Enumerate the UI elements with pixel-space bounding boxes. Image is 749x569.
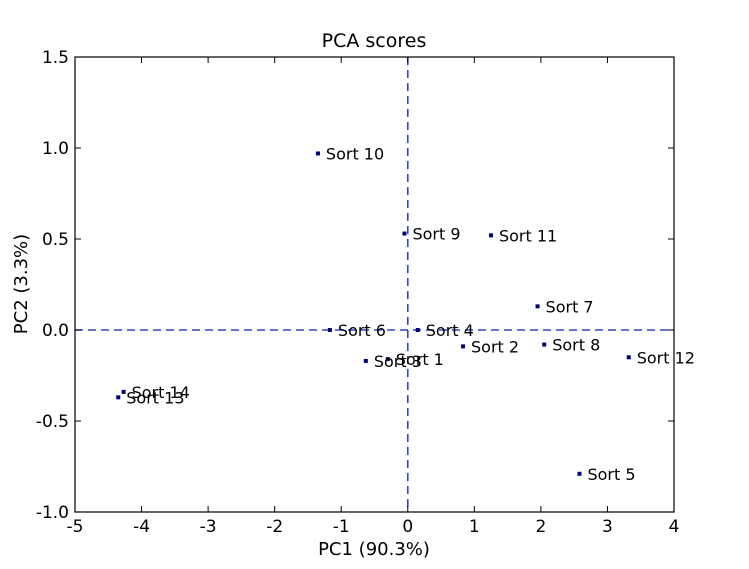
data-point bbox=[415, 328, 420, 332]
data-points bbox=[116, 151, 631, 476]
y-axis-label: PC2 (3.3%) bbox=[11, 234, 32, 334]
y-tick-label: 1.5 bbox=[42, 48, 69, 68]
data-point bbox=[402, 231, 407, 236]
x-tick-label: -1 bbox=[333, 517, 350, 537]
y-tick-label: -0.5 bbox=[36, 412, 69, 432]
data-point bbox=[116, 395, 121, 400]
data-point-label: Sort 3 bbox=[374, 352, 422, 371]
x-tick-label: -4 bbox=[133, 517, 150, 537]
data-point-label: Sort 5 bbox=[587, 465, 635, 484]
data-point bbox=[488, 233, 493, 238]
data-point bbox=[315, 151, 320, 156]
x-axis-label: PC1 (90.3%) bbox=[318, 539, 430, 560]
data-point bbox=[385, 357, 390, 362]
chart-title: PCA scores bbox=[322, 30, 427, 52]
x-tick-label: -5 bbox=[67, 517, 84, 537]
x-tick-label: 3 bbox=[602, 517, 613, 537]
reference-lines bbox=[75, 57, 674, 512]
axis-tick-labels: -5 -4 -3 -2 -1 0 1 2 3 4 -1.0 -0.5 0.0 0.5 1.0 1.5 bbox=[36, 48, 680, 537]
data-point-label: Sort 14 bbox=[132, 383, 190, 402]
x-tick-label: 0 bbox=[402, 517, 413, 537]
data-point bbox=[535, 304, 540, 309]
data-point bbox=[461, 344, 466, 349]
x-tick-label: 2 bbox=[535, 517, 546, 537]
y-tick-label: 1.0 bbox=[42, 139, 69, 159]
data-point bbox=[542, 342, 547, 347]
y-tick-label: 0.0 bbox=[42, 321, 69, 341]
plot-frame bbox=[74, 56, 675, 513]
data-point-label: Sort 9 bbox=[412, 225, 460, 244]
data-point-label: Sort 13 bbox=[126, 388, 184, 407]
data-point-label: Sort 6 bbox=[338, 321, 386, 340]
data-point-label: Sort 1 bbox=[396, 350, 444, 369]
data-point-label: Sort 7 bbox=[546, 297, 594, 316]
data-point bbox=[626, 355, 631, 360]
data-point-label: Sort 12 bbox=[637, 348, 695, 367]
axis-ticks bbox=[74, 56, 675, 513]
data-point bbox=[121, 389, 126, 394]
data-point-label: Sort 10 bbox=[326, 144, 384, 163]
x-tick-label: 4 bbox=[669, 517, 680, 537]
data-point-label: Sort 11 bbox=[499, 226, 557, 245]
y-tick-label: -1.0 bbox=[36, 503, 69, 523]
data-point bbox=[577, 471, 582, 476]
x-tick-label: 1 bbox=[469, 517, 480, 537]
data-point bbox=[363, 358, 368, 363]
data-point-label: Sort 2 bbox=[471, 337, 519, 356]
data-point bbox=[327, 328, 332, 332]
data-point-label: Sort 4 bbox=[426, 321, 474, 340]
x-tick-label: -2 bbox=[266, 517, 283, 537]
x-tick-label: -3 bbox=[200, 517, 217, 537]
data-point-label: Sort 8 bbox=[552, 336, 600, 355]
y-tick-label: 0.5 bbox=[42, 230, 69, 250]
